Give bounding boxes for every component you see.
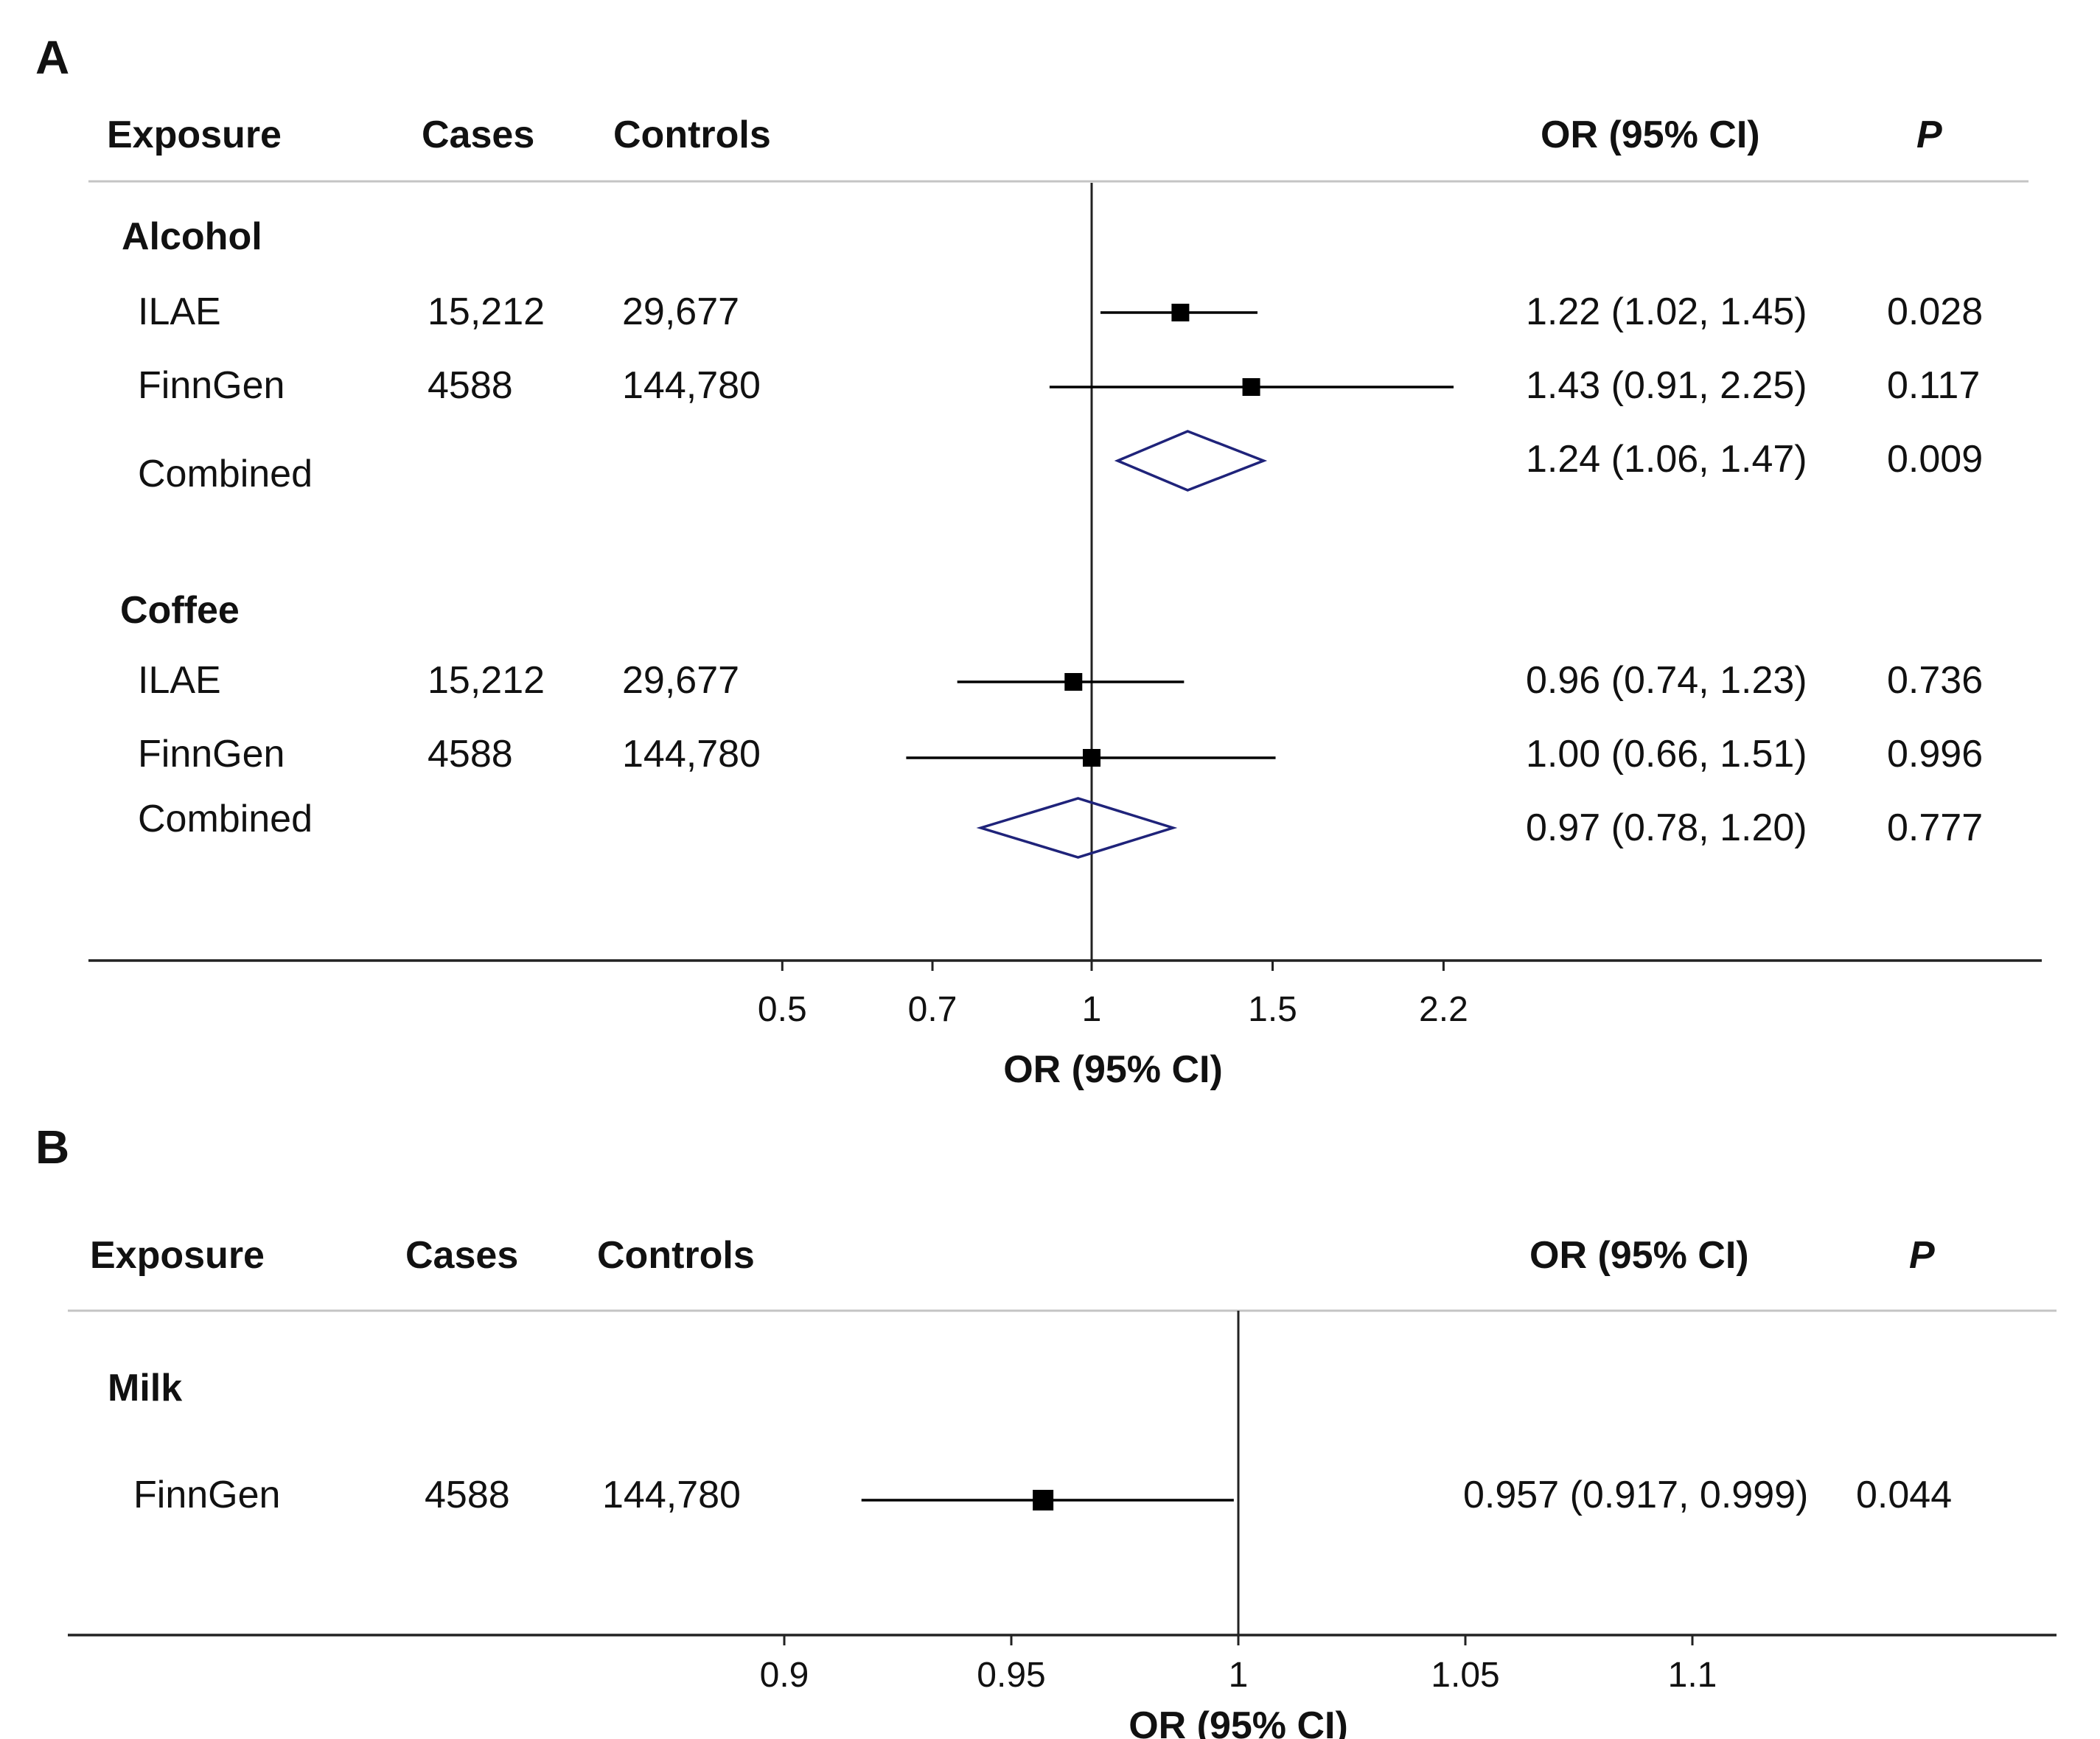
- point-estimate-marker: [1033, 1490, 1054, 1510]
- panel-a-header-cases: Cases: [422, 114, 534, 156]
- panel-b-header-or: OR (95% CI): [1529, 1234, 1749, 1277]
- x-tick-label: 0.5: [758, 990, 807, 1029]
- panel-b-milk-finngen-label: FinnGen: [133, 1474, 280, 1516]
- panel-a-group-alcohol: Alcohol: [122, 215, 262, 258]
- panel-a-header-controls: Controls: [613, 114, 771, 156]
- panel-a-coffee-ilae-label: ILAE: [138, 659, 221, 702]
- x-tick-label: 0.7: [908, 990, 957, 1029]
- panel-b-milk-finngen-or: 0.957 (0.917, 0.999): [1463, 1474, 1808, 1516]
- panel-a-coffee-ilae-p: 0.736: [1887, 659, 1983, 702]
- pooled-estimate-diamond: [976, 797, 1178, 859]
- point-estimate-marker: [1171, 304, 1190, 321]
- panel-a-coffee-combined-label: Combined: [138, 798, 313, 840]
- panel-b-header-controls: Controls: [597, 1234, 755, 1277]
- pooled-estimate-diamond: [1114, 430, 1268, 492]
- point-estimate-marker: [1242, 378, 1260, 396]
- panel-a-alcohol-finngen-or: 1.43 (0.91, 2.25): [1526, 364, 1807, 407]
- x-tick-label: 0.9: [760, 1656, 809, 1695]
- point-estimate-marker: [1064, 673, 1083, 691]
- panel-a-alcohol-combined-p: 0.009: [1887, 438, 1983, 481]
- panel-a-alcohol-ilae-label: ILAE: [138, 290, 221, 333]
- panel-b-label: B: [35, 1121, 69, 1174]
- panel-a-coffee-finngen-controls: 144,780: [622, 733, 761, 776]
- panel-a-coffee-finngen-label: FinnGen: [138, 733, 285, 776]
- panel-a-alcohol-finngen-cases: 4588: [428, 364, 513, 407]
- panel-a-alcohol-ilae-controls: 29,677: [622, 290, 739, 333]
- panel-a-coffee-finngen-cases: 4588: [428, 733, 513, 776]
- panel-a-plot: [906, 183, 1454, 961]
- panel-b-milk-finngen-controls: 144,780: [602, 1474, 741, 1516]
- panel-b-milk-finngen-cases: 4588: [425, 1474, 510, 1516]
- x-tick-label: 1: [1082, 990, 1102, 1029]
- panel-b-header-cases: Cases: [405, 1234, 518, 1277]
- panel-a-alcohol-ilae-or: 1.22 (1.02, 1.45): [1526, 290, 1807, 333]
- panel-b-group-milk: Milk: [108, 1367, 182, 1409]
- panel-a-alcohol-ilae-cases: 15,212: [428, 290, 545, 333]
- panel-a-x-axis-title: OR (95% CI): [1003, 1048, 1223, 1091]
- panel-a-alcohol-combined-label: Combined: [138, 453, 313, 495]
- panel-a-x-ticks: 0.5 0.7 1 1.5 2.2: [758, 961, 1468, 1029]
- panel-a-label: A: [35, 31, 69, 84]
- panel-a-coffee-ilae-or: 0.96 (0.74, 1.23): [1526, 659, 1807, 702]
- panel-b-plot: [861, 1311, 1240, 1635]
- x-tick-label: 1.1: [1668, 1656, 1717, 1695]
- panel-a-header-or: OR (95% CI): [1541, 114, 1760, 156]
- panel-a-alcohol-ilae-p: 0.028: [1887, 290, 1983, 333]
- panel-b-x-axis-title: OR (95% CI): [1129, 1704, 1348, 1739]
- x-tick-label: 2.2: [1419, 990, 1468, 1029]
- panel-a-coffee-finngen-or: 1.00 (0.66, 1.51): [1526, 733, 1807, 776]
- point-estimate-marker: [1083, 749, 1100, 767]
- panel-a-header-p: P: [1916, 114, 1942, 156]
- panel-a-coffee-ilae-controls: 29,677: [622, 659, 739, 702]
- panel-b-header-exposure: Exposure: [90, 1234, 265, 1277]
- panel-a-coffee-finngen-p: 0.996: [1887, 733, 1983, 776]
- panel-a-header-exposure: Exposure: [107, 114, 282, 156]
- x-tick-label: 1.5: [1248, 990, 1297, 1029]
- panel-b-header-p: P: [1909, 1234, 1935, 1277]
- panel-a-alcohol-finngen-p: 0.117: [1887, 364, 1980, 407]
- panel-a: A Exposure Cases Controls OR (95% CI) P …: [35, 31, 2042, 1091]
- x-tick-label: 1.05: [1431, 1656, 1499, 1695]
- panel-b-x-ticks: 0.9 0.95 1 1.05 1.1: [760, 1635, 1717, 1695]
- panel-b: B Exposure Cases Controls OR (95% CI) P …: [35, 1121, 2057, 1739]
- panel-a-alcohol-finngen-label: FinnGen: [138, 364, 285, 407]
- panel-a-alcohol-finngen-controls: 144,780: [622, 364, 761, 407]
- panel-b-milk-finngen-p: 0.044: [1856, 1474, 1952, 1516]
- panel-a-alcohol-combined-or: 1.24 (1.06, 1.47): [1526, 438, 1807, 481]
- x-tick-label: 0.95: [977, 1656, 1045, 1695]
- panel-a-coffee-ilae-cases: 15,212: [428, 659, 545, 702]
- panel-a-group-coffee: Coffee: [120, 589, 240, 632]
- x-tick-label: 1: [1229, 1656, 1249, 1695]
- panel-a-coffee-combined-p: 0.777: [1887, 806, 1983, 849]
- panel-a-coffee-combined-or: 0.97 (0.78, 1.20): [1526, 806, 1807, 849]
